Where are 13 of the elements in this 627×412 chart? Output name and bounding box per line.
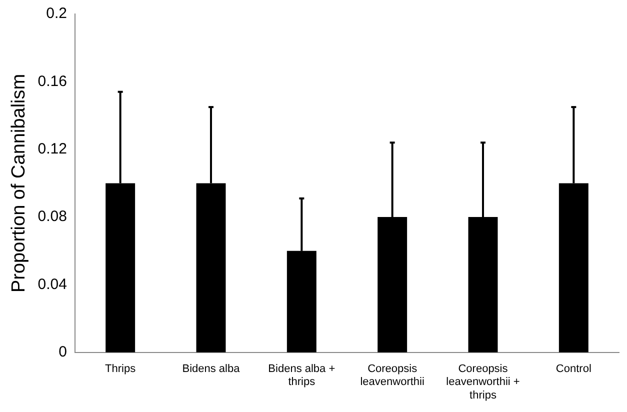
x-tick-label: Control xyxy=(556,363,592,376)
y-tick-label: 0 xyxy=(58,344,67,361)
y-tick-label: 0.04 xyxy=(38,276,67,293)
y-axis-title: Proportion of Cannibalism xyxy=(8,74,30,293)
x-tick-label: Coreopsis leavenworthii + thrips xyxy=(446,363,520,402)
x-tick-label: Coreopsis leavenworthii xyxy=(360,363,424,388)
y-tick-label: 0.12 xyxy=(38,140,67,158)
x-tick-label: Bidens alba xyxy=(182,363,241,376)
y-tick-label: 0.16 xyxy=(38,72,67,90)
y-tick-label: 0.08 xyxy=(38,208,67,226)
y-tick-label: 0.2 xyxy=(46,5,67,22)
x-tick-label: Bidens alba + thrips xyxy=(268,363,336,388)
x-tick-label: Thrips xyxy=(105,363,136,376)
